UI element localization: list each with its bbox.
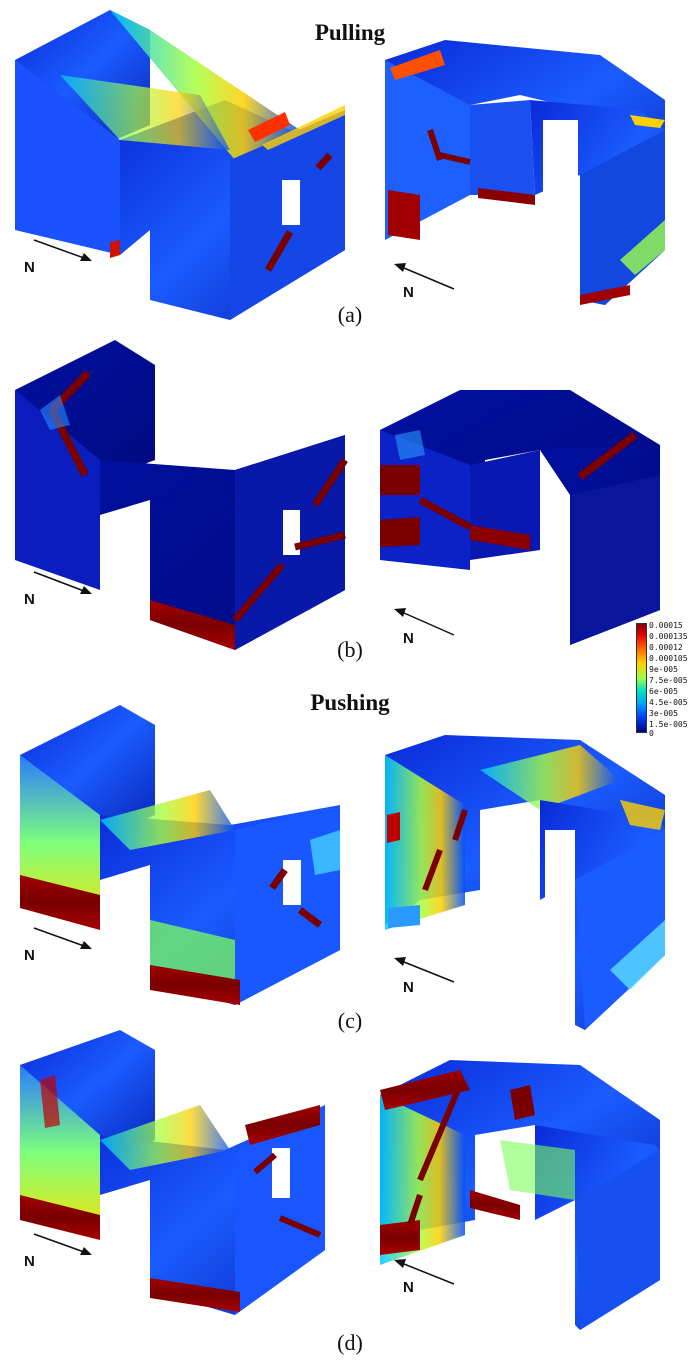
panel-c-render: N N — [20, 705, 665, 1030]
panel-d-left-model — [20, 1030, 325, 1315]
panel-b-north-arrow-left: N — [24, 571, 92, 608]
panel-b-left-model — [15, 340, 348, 650]
panel-c-north-label-left: N — [24, 947, 35, 964]
panel-d-caption: (d) — [337, 1330, 363, 1355]
panel-a-caption: (a) — [337, 302, 363, 327]
panel-a-north-arrow-left: N — [24, 239, 92, 276]
panel-c-caption: (c) — [337, 1008, 363, 1033]
panel-d-north-label-left: N — [24, 1253, 35, 1270]
legend-label: 0.00015 — [649, 621, 683, 630]
panel-b-north-label-right: N — [403, 630, 414, 647]
panel-a-right-model — [385, 40, 665, 305]
heading-pushing: Pushing — [310, 690, 390, 715]
panel-c: N N (c) — [0, 700, 700, 1040]
panel-d: N N (d) — [0, 1030, 700, 1370]
legend-label: 0.00012 — [649, 643, 683, 652]
panel-c-north-arrow-right: N — [394, 957, 455, 996]
heading-pulling: Pulling — [314, 20, 386, 45]
panel-a: N N (a) — [0, 0, 700, 340]
panel-a-north-label-left: N — [24, 259, 35, 276]
panel-a-north-label-right: N — [403, 284, 414, 301]
legend-color-bar — [636, 623, 647, 733]
legend-label: 0.000105 — [649, 654, 688, 663]
legend-label: 3e-005 — [649, 709, 678, 718]
panel-d-north-arrow-right: N — [394, 1259, 455, 1296]
panel-b-caption: (b) — [337, 637, 363, 662]
panel-c-right-model — [385, 735, 665, 1030]
panel-d-north-label-right: N — [403, 1279, 414, 1296]
panel-d-render: N N — [20, 1030, 660, 1330]
color-legend: 0.00015 0.000135 0.00012 0.000105 9e-005… — [636, 621, 700, 738]
panel-b-north-arrow-right: N — [394, 608, 455, 647]
panel-b-north-label-left: N — [24, 591, 35, 608]
panel-b: N N (b) — [0, 335, 700, 675]
panel-a-left-model — [15, 10, 345, 320]
panel-b-right-model — [380, 390, 660, 645]
panel-a-render: N N — [15, 10, 665, 320]
panel-b-render: N N — [15, 340, 660, 650]
legend-label: 0 — [649, 729, 654, 738]
panel-a-north-arrow-right: N — [394, 263, 455, 301]
legend-label: 9e-005 — [649, 665, 678, 674]
panel-c-north-label-right: N — [403, 979, 414, 996]
panel-c-left-model — [20, 705, 340, 1005]
legend-label: 1.5e-005 — [649, 720, 688, 729]
panel-d-right-model — [380, 1060, 660, 1330]
legend-label: 0.000135 — [649, 632, 688, 641]
legend-label: 7.5e-005 — [649, 676, 688, 685]
panel-c-north-arrow-left: N — [24, 927, 92, 964]
legend-label: 4.5e-005 — [649, 698, 688, 707]
legend-label: 6e-005 — [649, 687, 678, 696]
panel-d-north-arrow-left: N — [24, 1233, 92, 1270]
